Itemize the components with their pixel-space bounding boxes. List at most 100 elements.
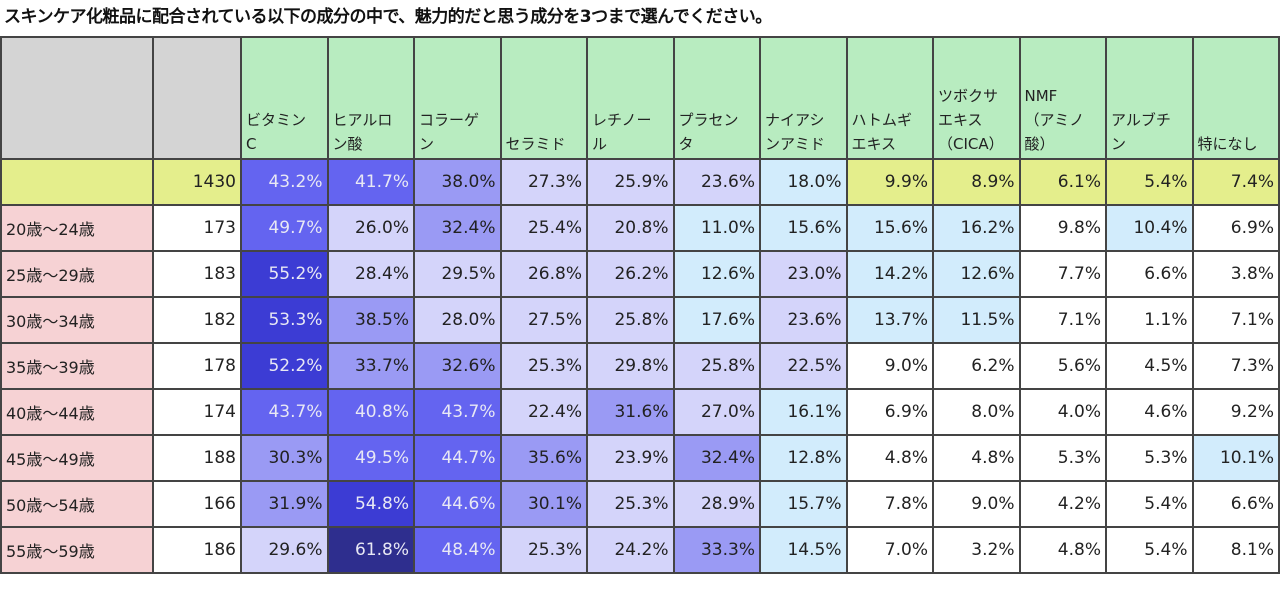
- value-cell: 25.3%: [586, 480, 675, 528]
- value-cell: 7.0%: [845, 526, 934, 574]
- value-cell: 26.2%: [586, 250, 675, 298]
- value-cell: 6.6%: [1191, 480, 1280, 528]
- value-cell: 27.0%: [672, 388, 761, 436]
- value-cell: 4.8%: [1018, 526, 1107, 574]
- column-header-name: セラミド: [505, 135, 566, 153]
- value-cell: 13.7%: [845, 296, 934, 344]
- value-cell: 12.6%: [672, 250, 761, 298]
- value-cell: 17.6%: [672, 296, 761, 344]
- header-blank-label: [0, 36, 154, 160]
- respondent-count: 173: [152, 204, 242, 252]
- value-cell: 9.0%: [845, 342, 934, 390]
- value-cell: 43.2%: [240, 158, 329, 206]
- value-cell: 44.7%: [413, 434, 502, 482]
- value-cell: 23.6%: [672, 158, 761, 206]
- value-cell: 7.1%: [1191, 296, 1280, 344]
- value-cell: 33.7%: [326, 342, 415, 390]
- header-blank-count: [152, 36, 242, 160]
- value-cell: 5.4%: [1105, 158, 1194, 206]
- column-header-name: ツボクサエキス（CICA）: [938, 87, 1004, 153]
- column-header: NMF（アミノ酸）: [1018, 36, 1107, 160]
- value-cell: 3.2%: [932, 526, 1021, 574]
- column-header: プラセンタ: [672, 36, 761, 160]
- value-cell: 28.9%: [672, 480, 761, 528]
- value-cell: 8.1%: [1191, 526, 1280, 574]
- value-cell: 6.6%: [1105, 250, 1194, 298]
- column-header-name: レチノール: [592, 111, 652, 153]
- value-cell: 12.8%: [759, 434, 848, 482]
- value-cell: 7.3%: [1191, 342, 1280, 390]
- respondent-count: 186: [152, 526, 242, 574]
- value-cell: 20.8%: [586, 204, 675, 252]
- value-cell: 26.0%: [326, 204, 415, 252]
- column-header: ヒアルロン酸: [326, 36, 415, 160]
- table-row: 25歳～29歳 183 55.2% 28.4% 29.5% 26.8% 26.2% 12.6%…: [0, 250, 1280, 298]
- value-cell: 16.2%: [932, 204, 1021, 252]
- value-cell: 49.7%: [240, 204, 329, 252]
- value-cell: 33.3%: [672, 526, 761, 574]
- value-cell: 53.3%: [240, 296, 329, 344]
- value-cell: 29.6%: [240, 526, 329, 574]
- table-row: 50歳～54歳 166 31.9% 54.8% 44.6% 30.1% 25.3% 28.9%…: [0, 480, 1280, 528]
- value-cell: 7.8%: [845, 480, 934, 528]
- value-cell: 32.6%: [413, 342, 502, 390]
- column-header: コラーゲン: [413, 36, 502, 160]
- respondent-count: 1430: [152, 158, 242, 206]
- value-cell: 54.8%: [326, 480, 415, 528]
- column-header: ビタミンC: [240, 36, 329, 160]
- value-cell: 5.3%: [1105, 434, 1194, 482]
- table-row: 20歳～24歳 173 49.7% 26.0% 32.4% 25.4% 20.8% 11.0%…: [0, 204, 1280, 252]
- value-cell: 29.5%: [413, 250, 502, 298]
- row-label: 40歳～44歳: [0, 388, 154, 436]
- column-header-name: ナイアシンアミド: [765, 111, 825, 153]
- value-cell: 27.5%: [499, 296, 588, 344]
- row-label: 55歳～59歳: [0, 526, 154, 574]
- results-table: ビタミンC ヒアルロン酸 コラーゲン セラミド レチノール プラセンタ ナイアシンアミド ハト…: [0, 36, 1280, 574]
- row-label: 50歳～54歳: [0, 480, 154, 528]
- table-row: 30歳～34歳 182 53.3% 38.5% 28.0% 27.5% 25.8% 17.6%…: [0, 296, 1280, 344]
- value-cell: 4.0%: [1018, 388, 1107, 436]
- value-cell: 4.8%: [845, 434, 934, 482]
- row-label: 45歳～49歳: [0, 434, 154, 482]
- value-cell: 7.1%: [1018, 296, 1107, 344]
- column-header: レチノール: [586, 36, 675, 160]
- value-cell: 15.7%: [759, 480, 848, 528]
- value-cell: 23.0%: [759, 250, 848, 298]
- value-cell: 10.4%: [1105, 204, 1194, 252]
- value-cell: 4.5%: [1105, 342, 1194, 390]
- value-cell: 25.9%: [586, 158, 675, 206]
- value-cell: 14.2%: [845, 250, 934, 298]
- value-cell: 31.9%: [240, 480, 329, 528]
- column-header-name: ヒアルロン酸: [332, 111, 393, 153]
- value-cell: 5.6%: [1018, 342, 1107, 390]
- value-cell: 30.1%: [499, 480, 588, 528]
- value-cell: 6.9%: [845, 388, 934, 436]
- column-header: セラミド: [499, 36, 588, 160]
- value-cell: 11.0%: [672, 204, 761, 252]
- value-cell: 10.1%: [1191, 434, 1280, 482]
- column-header: アルブチン: [1105, 36, 1194, 160]
- respondent-count: 178: [152, 342, 242, 390]
- question-title: スキンケア化粧品に配合されている以下の成分の中で、魅力的だと思う成分を3つまで選…: [4, 7, 772, 27]
- value-cell: 25.3%: [499, 526, 588, 574]
- value-cell: 22.5%: [759, 342, 848, 390]
- column-header: ハトムギエキス: [845, 36, 934, 160]
- value-cell: 25.8%: [586, 296, 675, 344]
- value-cell: 14.5%: [759, 526, 848, 574]
- value-cell: 43.7%: [413, 388, 502, 436]
- value-cell: 15.6%: [759, 204, 848, 252]
- value-cell: 4.8%: [932, 434, 1021, 482]
- value-cell: 28.4%: [326, 250, 415, 298]
- column-header-name: 特になし: [1197, 135, 1258, 153]
- respondent-count: 183: [152, 250, 242, 298]
- value-cell: 49.5%: [326, 434, 415, 482]
- value-cell: 55.2%: [240, 250, 329, 298]
- value-cell: 9.9%: [845, 158, 934, 206]
- value-cell: 9.2%: [1191, 388, 1280, 436]
- value-cell: 4.2%: [1018, 480, 1107, 528]
- respondent-count: 166: [152, 480, 242, 528]
- value-cell: 30.3%: [240, 434, 329, 482]
- value-cell: 16.1%: [759, 388, 848, 436]
- row-label: 30歳～34歳: [0, 296, 154, 344]
- value-cell: 25.3%: [499, 342, 588, 390]
